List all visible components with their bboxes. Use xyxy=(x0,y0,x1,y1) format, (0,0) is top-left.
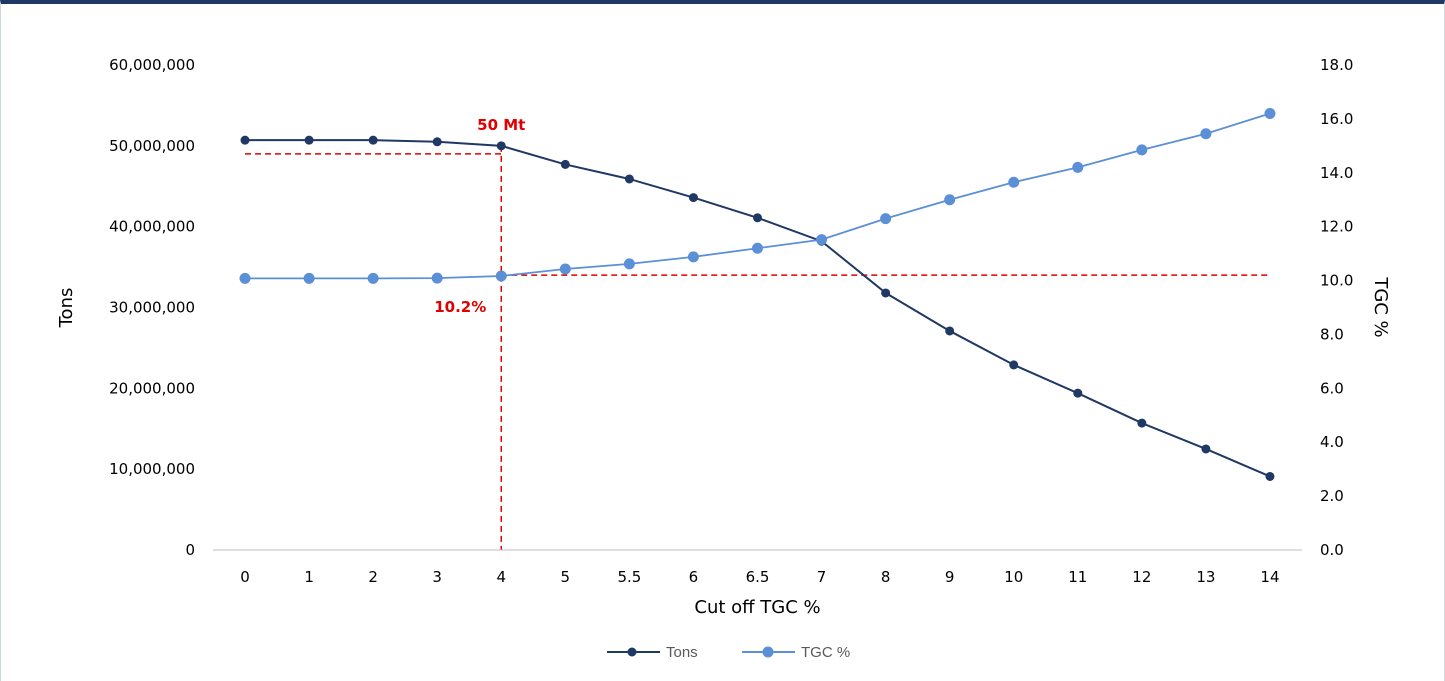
data-point-tgc[interactable] xyxy=(752,242,763,254)
x-tick-label: 11 xyxy=(1068,568,1087,586)
left-y-tick-label: 10,000,000 xyxy=(109,460,195,478)
x-tick-label: 14 xyxy=(1260,568,1279,586)
data-point-tgc[interactable] xyxy=(1072,161,1084,173)
data-point-tgc[interactable] xyxy=(239,272,251,284)
x-tick-label: 5.5 xyxy=(617,568,641,586)
data-point-tgc[interactable] xyxy=(1136,144,1148,156)
right-y-tick-label: 4.0 xyxy=(1320,433,1344,451)
right-y-axis-title: TGC % xyxy=(1370,276,1391,337)
x-tick-label: 6.5 xyxy=(746,568,770,586)
x-tick-label: 10 xyxy=(1004,568,1023,586)
right-y-tick-label: 6.0 xyxy=(1320,379,1344,397)
data-point-tons[interactable] xyxy=(560,159,570,169)
left-y-tick-label: 60,000,000 xyxy=(109,56,195,74)
data-point-tgc[interactable] xyxy=(1008,176,1020,188)
data-point-tons[interactable] xyxy=(1201,444,1211,454)
annotations: 50 Mt 10.2% xyxy=(434,116,525,316)
data-point-tgc[interactable] xyxy=(367,272,379,284)
annotation-10-2-percent: 10.2% xyxy=(434,298,486,316)
legend-item-tons[interactable]: Tons xyxy=(607,644,698,661)
x-axis-title: Cut off TGC % xyxy=(694,597,820,618)
data-point-tgc[interactable] xyxy=(623,258,635,270)
data-point-tons[interactable] xyxy=(1265,471,1275,481)
right-y-tick-label: 0.0 xyxy=(1320,541,1344,559)
data-point-tons[interactable] xyxy=(304,135,314,145)
data-point-tgc[interactable] xyxy=(431,272,443,284)
series-layer xyxy=(239,108,1276,481)
right-y-tick-label: 8.0 xyxy=(1320,325,1344,343)
legend-item-tgc[interactable]: TGC % xyxy=(742,644,850,661)
x-tick-label: 9 xyxy=(945,568,955,586)
data-point-tgc[interactable] xyxy=(944,194,956,206)
data-point-tons[interactable] xyxy=(753,213,762,223)
left-y-tick-label: 50,000,000 xyxy=(109,137,195,155)
data-point-tgc[interactable] xyxy=(559,263,571,275)
left-y-tick-label: 0 xyxy=(185,541,195,559)
data-point-tons[interactable] xyxy=(1137,418,1147,428)
x-tick-label: 3 xyxy=(432,568,442,586)
left-y-axis-ticks: 0 10,000,000 20,000,000 30,000,000 40,000,00… xyxy=(109,56,195,559)
data-point-tgc[interactable] xyxy=(1200,128,1212,140)
x-tick-label: 1 xyxy=(304,568,314,586)
left-y-axis-title: Tons xyxy=(56,288,77,329)
left-y-tick-label: 30,000,000 xyxy=(109,299,195,317)
x-tick-label: 7 xyxy=(817,568,827,586)
data-point-tons[interactable] xyxy=(1073,388,1083,398)
right-y-tick-label: 14.0 xyxy=(1320,164,1353,182)
series-line-tons xyxy=(245,139,1271,478)
right-y-tick-label: 16.0 xyxy=(1320,110,1353,128)
left-y-tick-label: 40,000,000 xyxy=(109,218,195,236)
right-y-tick-label: 10.0 xyxy=(1320,272,1353,290)
x-axis-ticks: 0 1 2 3 4 5 5.5 6 6.5 7 8 9 10 11 12 13 14 xyxy=(240,568,1279,586)
data-point-tons[interactable] xyxy=(945,326,955,336)
data-point-tons[interactable] xyxy=(688,193,698,203)
data-point-tons[interactable] xyxy=(496,141,506,151)
legend-label-tons: Tons xyxy=(666,644,698,661)
data-point-tons[interactable] xyxy=(368,135,378,145)
data-point-tgc[interactable] xyxy=(1264,108,1276,119)
right-y-tick-label: 18.0 xyxy=(1320,56,1353,74)
data-point-tgc[interactable] xyxy=(687,251,699,263)
data-point-tons[interactable] xyxy=(881,288,891,298)
right-y-tick-label: 2.0 xyxy=(1320,487,1344,505)
legend-marker-tons xyxy=(627,647,637,657)
data-point-tons[interactable] xyxy=(1009,360,1019,370)
x-tick-label: 0 xyxy=(240,568,250,586)
x-tick-label: 8 xyxy=(881,568,891,586)
x-tick-label: 2 xyxy=(368,568,378,586)
x-tick-label: 4 xyxy=(496,568,506,586)
reference-lines xyxy=(245,145,1270,550)
data-point-tons[interactable] xyxy=(432,137,442,147)
x-tick-label: 5 xyxy=(561,568,571,586)
data-point-tgc[interactable] xyxy=(816,234,828,246)
x-tick-label: 13 xyxy=(1196,568,1215,586)
right-y-axis-ticks: 0.0 2.0 4.0 6.0 8.0 10.0 12.0 14.0 16.0 18.0 xyxy=(1320,56,1353,559)
x-tick-label: 6 xyxy=(689,568,699,586)
data-point-tons[interactable] xyxy=(624,174,634,184)
data-point-tgc[interactable] xyxy=(303,272,315,284)
left-y-tick-label: 20,000,000 xyxy=(109,379,195,397)
data-point-tgc[interactable] xyxy=(495,270,507,282)
data-point-tons[interactable] xyxy=(240,135,250,145)
data-point-tgc[interactable] xyxy=(880,213,892,225)
legend-label-tgc: TGC % xyxy=(801,644,850,661)
annotation-50mt: 50 Mt xyxy=(477,116,525,134)
legend: Tons TGC % xyxy=(607,644,850,661)
right-y-tick-label: 12.0 xyxy=(1320,218,1353,236)
legend-marker-tgc xyxy=(762,646,774,658)
x-tick-label: 12 xyxy=(1132,568,1151,586)
